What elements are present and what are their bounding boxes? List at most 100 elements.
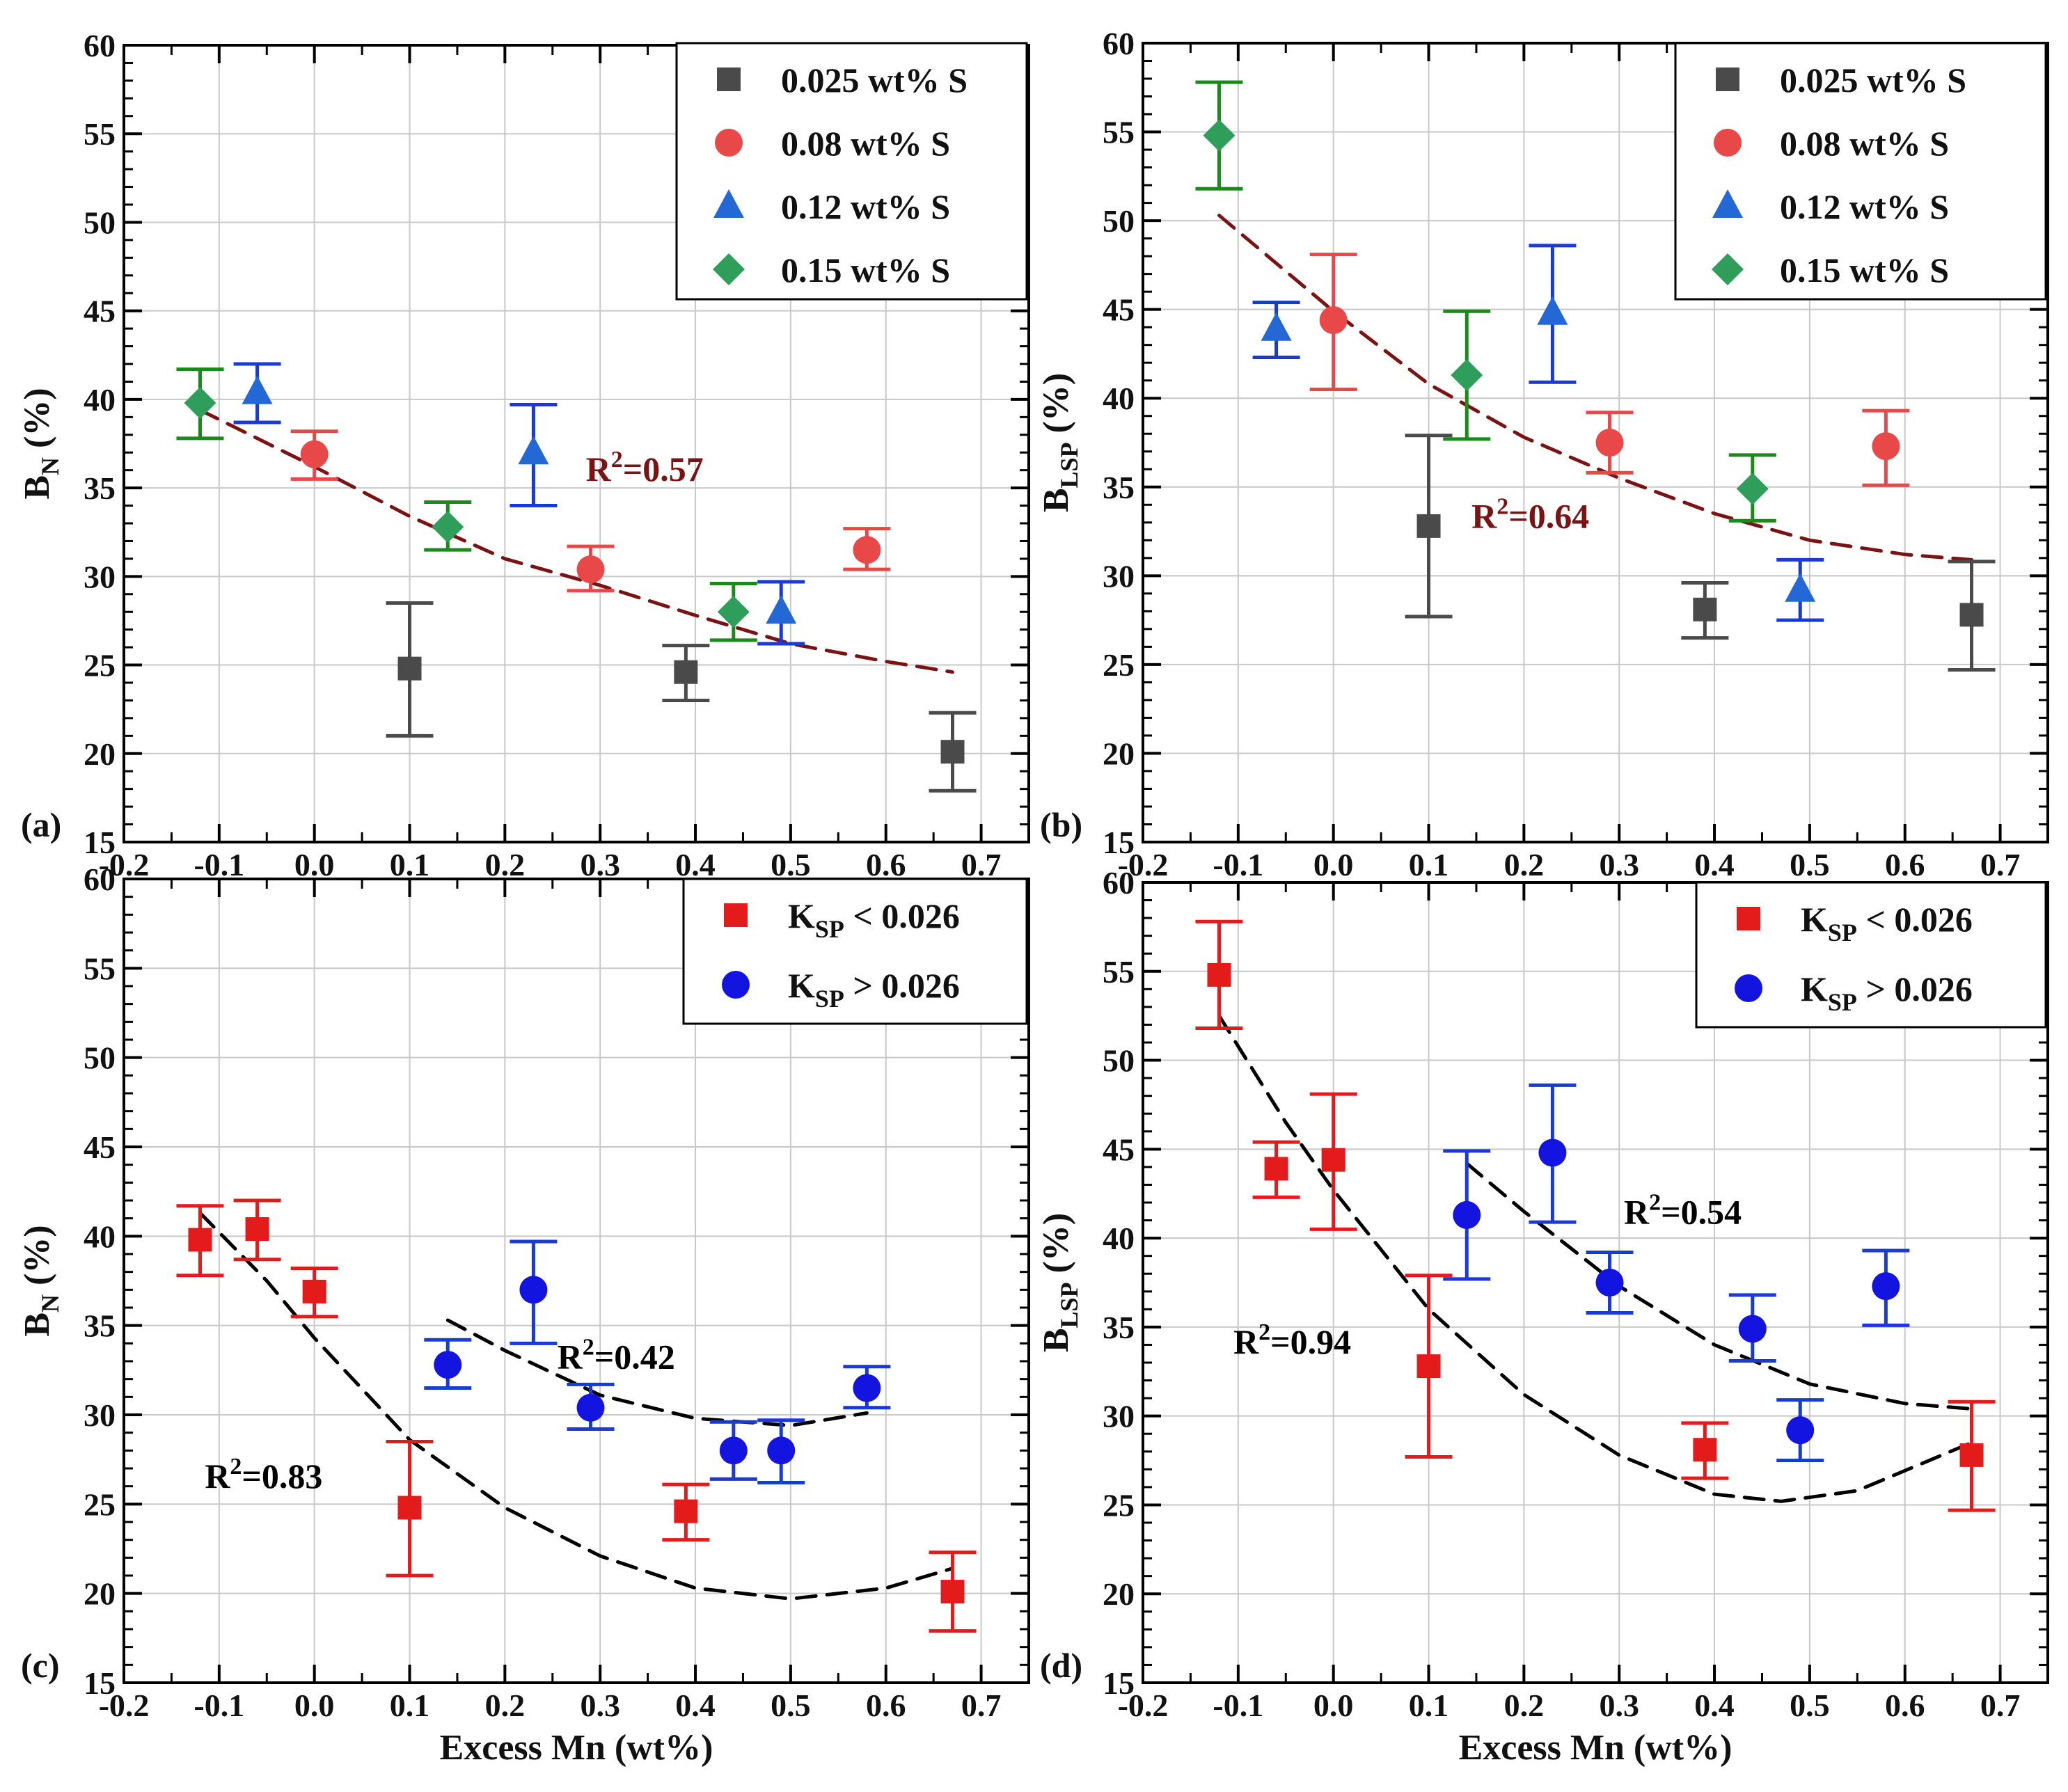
r-squared-main: R — [1233, 1322, 1259, 1361]
legend-label-main: K — [788, 966, 815, 1005]
legend-label: KSP < 0.026 — [1801, 900, 1973, 946]
y-axis-title-tail: (%) — [17, 1225, 57, 1294]
legend-label: 0.15 wt% S — [1780, 251, 1949, 290]
r-squared-main: R — [1624, 1193, 1650, 1232]
x-tick-label: 0.0 — [294, 847, 335, 882]
data-point-square — [940, 1580, 965, 1604]
data-point-triangle — [1537, 296, 1568, 325]
x-tick-label: -0.2 — [99, 847, 150, 882]
legend-label-text: 0.12 wt% S — [1780, 187, 1949, 226]
y-axis-title: BLSP (%) — [1036, 1213, 1083, 1352]
y-tick-label: 30 — [84, 1397, 116, 1433]
r-squared-label: R2=0.94 — [1233, 1319, 1351, 1361]
y-tick-label: 15 — [84, 1665, 116, 1701]
y-tick-label: 55 — [84, 116, 116, 152]
series-0-025-wt-s — [386, 601, 977, 793]
panel-label: (a) — [21, 805, 61, 844]
x-tick-label: -0.1 — [1213, 1688, 1263, 1723]
y-tick-label: 45 — [84, 1129, 116, 1165]
x-tick-label: 0.5 — [771, 847, 811, 882]
y-tick-label: 25 — [84, 1486, 116, 1522]
y-tick-label: 20 — [84, 1576, 116, 1612]
r-squared-sup: 2 — [1497, 493, 1508, 519]
x-tick-label: 0.7 — [961, 1688, 1002, 1723]
x-tick-label: 0.4 — [1694, 847, 1735, 882]
y-tick-label: 25 — [1103, 647, 1135, 683]
data-point-triangle — [242, 375, 273, 404]
data-point-triangle — [518, 436, 549, 465]
data-point-square — [1264, 1157, 1288, 1181]
y-tick-label: 55 — [84, 951, 116, 986]
data-point-circle — [853, 1374, 881, 1402]
x-tick-label: 0.7 — [1980, 847, 2021, 882]
r-squared-main: R — [1471, 496, 1497, 535]
data-point-triangle — [1785, 573, 1816, 602]
series-0-15-wt-s — [1195, 80, 1776, 523]
fit-curve-1 — [1217, 1014, 1973, 1503]
r-squared-sup: 2 — [1258, 1319, 1270, 1345]
x-tick-label: 0.3 — [580, 1688, 620, 1723]
y-tick-label: 50 — [1103, 203, 1135, 239]
x-tick-label: 0.5 — [1790, 1688, 1830, 1723]
legend-label-tail: < 0.026 — [1857, 900, 1973, 939]
r-squared-main: R — [586, 450, 612, 489]
chart-panel-b: -0.2 -0.1 0.0 0.1 0.2 0.3 0.4 0.5 0.6 0.7 15 20 25 30… — [1036, 26, 2049, 882]
y-tick-label: 35 — [1103, 470, 1135, 505]
series-0-025-wt-s — [1405, 434, 1996, 672]
legend-label-sub: SP — [1828, 919, 1857, 946]
x-tick-label: -0.1 — [194, 1688, 244, 1723]
legend-marker-diamond — [1712, 253, 1744, 285]
x-axis-title: Excess Mn (wt%) — [440, 1728, 713, 1768]
r-squared-sup: 2 — [1649, 1190, 1661, 1216]
panel-label: (b) — [1040, 805, 1082, 844]
legend-marker-triangle — [713, 189, 744, 218]
r-squared-value: =0.42 — [594, 1337, 675, 1376]
legend-label-text: 0.08 wt% S — [1780, 124, 1949, 163]
series-0-12-wt-s — [1252, 244, 1824, 622]
legend-b: 0.025 wt% S 0.08 wt% S 0.12 wt% S 0.15 wt% … — [1674, 42, 2047, 301]
legend-label: KSP > 0.026 — [1801, 969, 1973, 1016]
y-axis-title-sub: LSP — [1055, 1282, 1083, 1328]
series-0-08-wt-s — [1309, 253, 1910, 487]
panel-label: (c) — [21, 1646, 60, 1685]
data-point-square — [1321, 1148, 1345, 1172]
x-tick-label: -0.2 — [99, 1688, 150, 1723]
y-tick-label: 15 — [1103, 825, 1135, 860]
y-tick-label: 40 — [84, 1219, 116, 1254]
y-tick-label: 25 — [1103, 1487, 1135, 1523]
legend-marker-square — [1716, 68, 1739, 91]
x-tick-label: 0.6 — [866, 1688, 906, 1723]
fit-curve-1 — [198, 1211, 954, 1601]
y-tick-label: 60 — [1103, 865, 1135, 901]
x-tick-label: 0.3 — [580, 847, 620, 882]
tick-labels-c: -0.2 -0.1 0.0 0.1 0.2 0.3 0.4 0.5 0.6 0.7 15 20 25 30… — [84, 862, 1001, 1723]
legend-item: 0.025 wt% S — [717, 61, 968, 100]
r-squared-label: R2=0.57 — [586, 447, 704, 489]
data-point-square — [1693, 1438, 1717, 1462]
data-point-square — [302, 1279, 326, 1303]
legend-marker-square — [1737, 907, 1760, 930]
legend-label-sub: SP — [1828, 988, 1857, 1016]
legend-label-text: 0.15 wt% S — [1780, 251, 1949, 290]
r-squared-main: R — [205, 1457, 230, 1496]
legend-item: KSP < 0.026 — [724, 896, 960, 943]
y-tick-label: 50 — [84, 1040, 116, 1076]
tick-labels-a: -0.2 -0.1 0.0 0.1 0.2 0.3 0.4 0.5 0.6 0.7 15 20 25 30… — [84, 28, 1001, 882]
y-axis-title: BN (%) — [17, 388, 64, 499]
r-squared-sup: 2 — [583, 1334, 594, 1360]
legend-label-sub: SP — [815, 985, 844, 1013]
data-point-circle — [719, 1436, 748, 1465]
legend-label: 0.15 wt% S — [781, 251, 950, 290]
data-point-square — [397, 1496, 422, 1520]
legend-item: KSP > 0.026 — [722, 966, 960, 1013]
data-point-diamond — [184, 386, 216, 419]
y-axis-title-sub: N — [36, 457, 64, 475]
data-point-circle — [1595, 1269, 1624, 1297]
y-axis-title-main: B — [17, 1313, 57, 1337]
x-tick-label: -0.2 — [1118, 847, 1169, 882]
chart-panel-d: -0.2 -0.1 0.0 0.1 0.2 0.3 0.4 0.5 0.6 0.7 15 20 25 30… — [1036, 865, 2049, 1768]
fit-curve-1 — [1217, 214, 1973, 562]
y-axis-title-sub: LSP — [1055, 442, 1083, 488]
data-point-diamond — [1203, 119, 1236, 152]
x-tick-label: 0.2 — [1504, 1688, 1545, 1723]
